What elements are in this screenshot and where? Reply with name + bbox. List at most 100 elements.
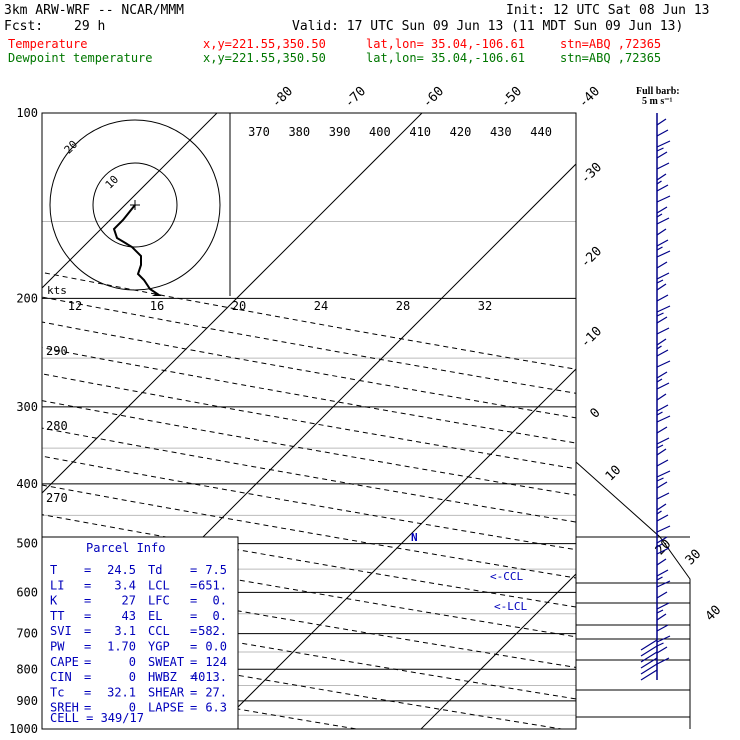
wind-barb — [656, 327, 670, 335]
isotherm-label: 0 — [587, 405, 603, 421]
wind-barb — [656, 657, 670, 665]
parcel-param-equals: = — [84, 578, 91, 592]
hodograph — [49, 119, 221, 296]
wind-barb — [656, 217, 670, 225]
dry-adiabat-line — [42, 271, 576, 370]
parcel-param-equals: = — [84, 624, 91, 638]
diagram-edge — [575, 461, 691, 729]
parcel-info: Parcel Info T = 24.5 Td = 7.5LI = 3.4 LCL = 651.K =… — [50, 541, 227, 725]
parcel-param-label: Td — [148, 563, 162, 577]
wind-barb — [656, 206, 668, 214]
wind-barb — [656, 426, 668, 434]
dry-adiabat-line — [42, 544, 576, 638]
parcel-param-value: 6.3 — [205, 701, 227, 715]
n-marker: N — [411, 531, 418, 544]
wind-barb-half — [656, 180, 662, 185]
theta-label: 390 — [329, 125, 351, 139]
wind-barb — [656, 316, 668, 324]
wind-barb — [656, 338, 667, 346]
parcel-param-value: 582. — [198, 624, 227, 638]
parcel-param-value: 1.70 — [107, 640, 136, 654]
parcel-param-equals: = — [84, 563, 91, 577]
wind-barb-half — [656, 543, 663, 548]
parcel-param-value: 651. — [198, 578, 227, 592]
parcel-param-equals: = — [84, 594, 91, 608]
parcel-param-equals: = — [84, 685, 91, 699]
parcel-info-row: CAPE = 0 SWEAT = 124 — [50, 655, 227, 669]
parcel-param-label: CAPE — [50, 655, 79, 669]
parcel-info-row: Tc = 32.1 SHEAR = 27. — [50, 685, 227, 699]
isotherm-label: -20 — [578, 244, 605, 271]
wind-barb — [656, 415, 671, 423]
wind-barb-half — [656, 246, 663, 251]
parcel-param-value: 0.0 — [205, 640, 227, 654]
parcel-param-label: LI — [50, 578, 64, 592]
parcel-info-row: TT = 43 EL = 0. — [50, 609, 227, 623]
wind-barb-column — [640, 113, 671, 681]
wind-barb-half — [656, 609, 664, 614]
wind-barb-half — [656, 312, 664, 317]
wind-barb — [656, 349, 669, 357]
pressure-tick-label: 500 — [16, 537, 38, 551]
isotherm-label: 40 — [703, 603, 725, 625]
parcel-param-label: HWBZ — [148, 670, 177, 684]
init-time: Init: 12 UTC Sat 08 Jun 13 — [506, 3, 710, 18]
parcel-param-label: LFC — [148, 594, 170, 608]
parcel-param-label: SHEAR — [148, 685, 185, 699]
wind-barb — [656, 272, 670, 280]
wind-barb — [656, 283, 667, 291]
dry-adiabat-line — [42, 640, 565, 729]
parcel-param-value: 7.5 — [205, 563, 227, 577]
parcel-info-row: K = 27 LFC = 0. — [50, 594, 227, 608]
pressure-tick-label: 700 — [16, 627, 38, 641]
wind-barb — [656, 250, 671, 258]
isotherm-label: -80 — [269, 84, 296, 111]
isotherm-label: 10 — [603, 463, 625, 485]
theta-label: 380 — [288, 125, 310, 139]
parcel-param-equals: = — [190, 701, 197, 715]
parcel-param-label: Tc — [50, 685, 64, 699]
wind-barb-low — [640, 663, 658, 675]
wind-barb-half — [656, 345, 662, 350]
legend-temperature-station: stn=ABQ ,72365 — [560, 37, 661, 51]
wind-barb — [656, 492, 670, 500]
temperature-tick-label: 16 — [150, 299, 164, 313]
hodograph-trace — [112, 204, 162, 296]
isotherm-line — [215, 368, 576, 729]
parcel-param-value: 0 — [129, 701, 136, 715]
legend-temperature-label: Temperature — [8, 37, 87, 51]
parcel-param-equals: = — [190, 655, 197, 669]
wind-barb — [656, 261, 668, 269]
isotherm-label: -50 — [498, 84, 525, 111]
parcel-param-value: 0 — [129, 655, 136, 669]
wind-barb — [656, 140, 671, 148]
parcel-param-equals: = — [84, 609, 91, 623]
dry-adiabat-line — [42, 607, 576, 700]
legend-temperature: Temperature x,y=221.55,350.50 lat,lon= 3… — [8, 37, 661, 51]
wind-barb-half — [656, 477, 664, 482]
parcel-info-row: T = 24.5 Td = 7.5 — [50, 563, 227, 577]
isotherm-line — [42, 113, 218, 289]
temperature-tick-label: 12 — [68, 299, 82, 313]
parcel-param-value: 43 — [122, 609, 136, 623]
temperature-tick-label: 24 — [314, 299, 328, 313]
isotherm-label: -40 — [576, 84, 603, 111]
isotherm-label: -30 — [578, 160, 605, 187]
pressure-tick-label: 400 — [16, 477, 38, 491]
parcel-param-value: 3.1 — [114, 624, 136, 638]
parcel-param-label: CCL — [148, 624, 170, 638]
parcel-param-label: LCL — [148, 578, 170, 592]
wind-barb — [656, 448, 667, 456]
parcel-param-label: SVI — [50, 624, 72, 638]
theta-label: 410 — [409, 125, 431, 139]
parcel-param-label: EL — [148, 609, 162, 623]
dry-adiabat-label: 290 — [46, 344, 68, 358]
wind-barb — [656, 635, 671, 643]
hodograph-ring-inner — [92, 162, 178, 248]
parcel-param-value: 0. — [213, 594, 227, 608]
parcel-param-equals: = — [190, 624, 197, 638]
parcel-info-row: SVI = 3.1 CCL = 582. — [50, 624, 227, 638]
parcel-info-row: PW = 1.70 YGP = 0.0 — [50, 640, 227, 654]
isotherm-label: -60 — [420, 84, 447, 111]
wind-barb — [656, 305, 671, 313]
